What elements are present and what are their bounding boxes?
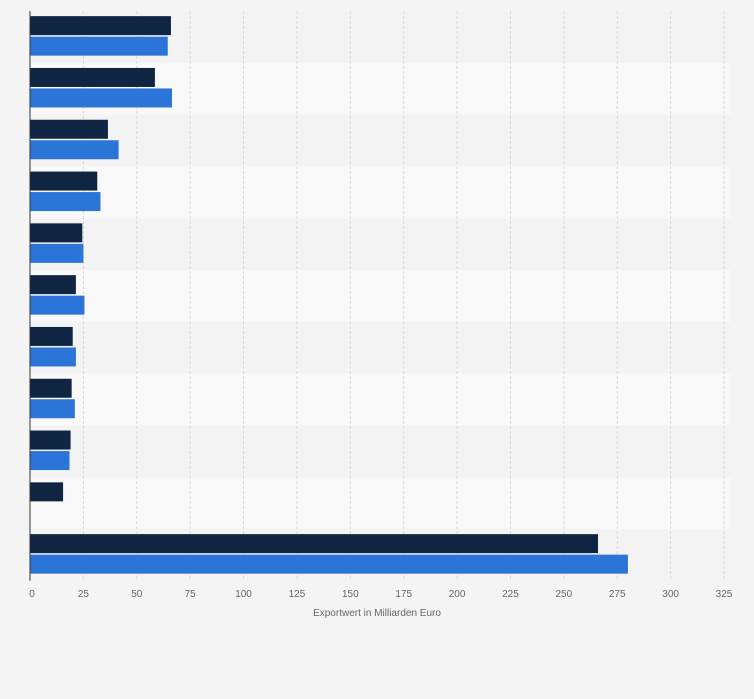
row-band	[30, 425, 730, 478]
bar	[30, 482, 64, 502]
bar	[30, 430, 71, 450]
bar	[30, 67, 155, 87]
bar	[30, 171, 98, 191]
x-tick-label: 275	[609, 589, 626, 600]
row-bands	[30, 11, 730, 581]
bar	[30, 119, 108, 139]
x-axis-title: Exportwert in Milliarden Euro	[313, 608, 441, 619]
bar	[30, 16, 171, 36]
bar	[30, 378, 72, 398]
bar	[30, 140, 119, 160]
bar	[30, 223, 83, 243]
bar	[30, 88, 173, 108]
x-tick-label: 200	[449, 589, 466, 600]
x-tick-label: 25	[78, 589, 90, 600]
row-band	[30, 477, 730, 529]
row-band	[30, 270, 730, 322]
row-band	[30, 218, 730, 270]
x-tick-label: 225	[502, 589, 519, 600]
row-band	[30, 373, 730, 426]
x-tick-label: 50	[131, 589, 143, 600]
bar	[30, 451, 70, 471]
bar	[30, 243, 84, 263]
bar	[30, 534, 599, 554]
x-tick-label: 150	[342, 589, 359, 600]
x-tick-label: 325	[716, 589, 733, 600]
row-band	[30, 321, 730, 374]
bar	[30, 36, 168, 56]
x-tick-label: 100	[235, 589, 252, 600]
x-tick-label: 0	[29, 589, 35, 600]
bar	[30, 554, 628, 574]
bar	[30, 326, 73, 346]
bar	[30, 347, 76, 367]
x-tick-label: 175	[395, 589, 412, 600]
x-tick-label: 300	[662, 589, 679, 600]
bar	[30, 295, 85, 315]
bars-group	[30, 16, 628, 574]
x-tick-label: 75	[185, 589, 197, 600]
x-tick-label: 250	[556, 589, 573, 600]
bar	[30, 192, 101, 212]
bar	[30, 275, 76, 295]
x-tick-label: 125	[289, 589, 306, 600]
x-tick-labels: 0 25 50 75 100 125 150 175 200 225 250 275 300 325	[29, 589, 733, 600]
bar	[30, 399, 75, 419]
row-band	[30, 114, 730, 167]
row-band	[30, 166, 730, 219]
